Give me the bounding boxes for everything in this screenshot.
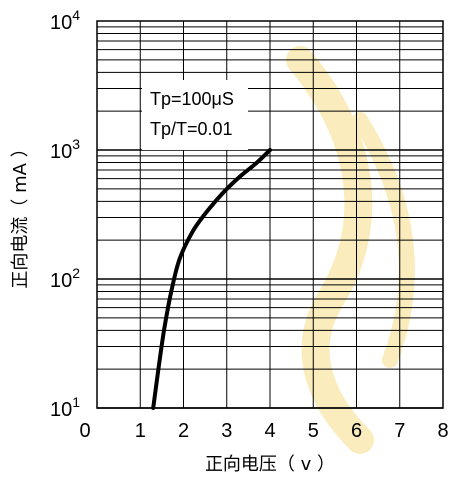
annotation-box: Tp=100μS Tp/T=0.01 [142,80,248,150]
y-tick-labels: 101 102 103 104 [50,7,80,421]
annotation-line-1: Tp=100μS [150,89,234,109]
annotation-background [142,80,248,150]
watermark-logo [286,46,415,454]
x-tick-label: 7 [394,420,405,442]
series-line [151,148,272,410]
annotation-line-2: Tp/T=0.01 [150,119,233,139]
y-tick-label: 101 [50,394,80,421]
x-tick-label: 6 [351,420,362,442]
y-axis-title: 正向电流（ mA ） [10,139,31,288]
x-tick-label: 1 [135,420,146,442]
plot-frame [96,20,444,409]
x-tick-label: 8 [437,420,448,442]
x-tick-label: 2 [178,420,189,442]
x-tick-labels: 0 1 2 3 4 5 6 7 8 [79,420,448,442]
y-tick-label: 103 [50,136,80,163]
grid [97,21,443,409]
x-tick-label: 5 [308,420,319,442]
x-tick-label: 4 [264,420,275,442]
y-tick-label: 104 [50,7,80,34]
y-tick-label: 102 [50,265,80,292]
x-axis-title: 正向电压（ v ） [205,454,335,475]
x-tick-label: 0 [79,420,90,442]
x-tick-label: 3 [221,420,232,442]
